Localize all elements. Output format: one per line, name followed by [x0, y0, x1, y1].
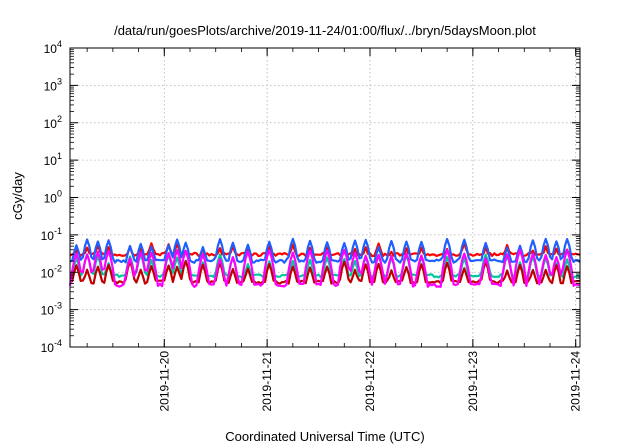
x-axis-label: Coordinated Universal Time (UTC) — [225, 429, 424, 444]
y-tick-label: 102 — [44, 114, 62, 131]
y-tick-exponent: -2 — [54, 263, 62, 273]
x-tick-label: 2019-11-20 — [157, 351, 171, 412]
grid — [70, 48, 580, 347]
x-tick-label: 2019-11-24 — [569, 351, 583, 412]
y-tick-label: 103 — [44, 76, 62, 93]
y-tick-base: 10 — [41, 341, 55, 355]
series-line-2 — [69, 237, 581, 264]
y-tick-exponent: 1 — [57, 151, 62, 161]
y-tick-exponent: -3 — [54, 301, 62, 311]
y-tick-exponent: 3 — [57, 76, 62, 86]
y-tick-base: 10 — [41, 266, 55, 280]
chart-title: /data/run/goesPlots/archive/2019-11-24/0… — [114, 23, 536, 38]
y-tick-base: 10 — [41, 229, 55, 243]
y-tick-exponent: 2 — [57, 114, 62, 124]
y-tick-exponent: 0 — [57, 189, 62, 199]
y-tick-label: 101 — [44, 151, 62, 168]
y-tick-exponent: -4 — [54, 338, 62, 348]
y-tick-label: 10-4 — [41, 338, 62, 355]
x-tick-label: 2019-11-21 — [260, 351, 274, 412]
y-tick-base: 10 — [44, 42, 58, 56]
x-tick-label: 2019-11-22 — [363, 351, 377, 412]
y-tick-base: 10 — [44, 154, 58, 168]
y-tick-exponent: 4 — [57, 39, 62, 49]
series-layer — [68, 237, 581, 288]
y-tick-label: 10-1 — [41, 226, 62, 243]
y-tick-label: 10-2 — [41, 263, 62, 280]
ticks: 10-410-310-210-11001011021031042019-11-2… — [41, 39, 583, 412]
x-tick-label: 2019-11-23 — [466, 351, 480, 412]
y-tick-base: 10 — [44, 79, 58, 93]
y-tick-exponent: -1 — [54, 226, 62, 236]
y-tick-base: 10 — [41, 304, 55, 318]
y-tick-base: 10 — [44, 117, 58, 131]
y-tick-label: 104 — [44, 39, 62, 56]
y-axis-label: cGy/day — [10, 172, 25, 220]
y-tick-base: 10 — [44, 192, 58, 206]
y-tick-label: 10-3 — [41, 301, 62, 318]
series-line-4 — [69, 260, 581, 285]
series-line-5 — [68, 248, 581, 288]
y-tick-label: 100 — [44, 189, 62, 206]
